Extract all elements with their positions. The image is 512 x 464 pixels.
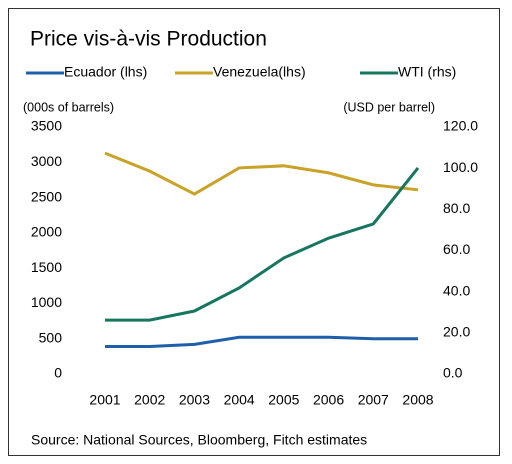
- y-tick-label: 3000: [31, 153, 62, 169]
- x-tick-label: 2002: [134, 392, 165, 408]
- y2-tick-label: 20.0: [443, 324, 470, 340]
- y2-tick-label: 0.0: [443, 365, 463, 381]
- y-tick-label: 500: [39, 329, 63, 345]
- y2-tick-label: 120.0: [443, 118, 478, 134]
- source: Source: National Sources, Bloomberg, Fit…: [31, 432, 367, 448]
- y2-tick-label: 100.0: [443, 159, 478, 175]
- y-tick-label: 3500: [31, 118, 62, 134]
- y-tick-label: 2500: [31, 188, 62, 204]
- y-axis-label: (000s of barrels): [23, 100, 114, 114]
- y2-tick-label: 80.0: [443, 200, 470, 216]
- y2-axis-label: (USD per barrel): [343, 100, 435, 114]
- y2-tick-label: 60.0: [443, 241, 470, 257]
- series-line: [105, 335, 418, 348]
- y-tick-label: 0: [54, 365, 62, 381]
- chart-title: Price vis-à-vis Production: [30, 28, 267, 51]
- x-tick-label: 2003: [179, 392, 210, 408]
- x-tick-label: 2005: [268, 392, 299, 408]
- x-tick-label: 2008: [402, 392, 433, 408]
- series-line: [104, 151, 419, 196]
- y-tick-label: 2000: [31, 224, 62, 240]
- legend-label: Venezuela(lhs): [213, 64, 306, 80]
- legend-label: WTI (rhs): [398, 64, 456, 80]
- x-tick-label: 2001: [89, 392, 120, 408]
- x-tick-label: 2007: [358, 392, 389, 408]
- frame: [8, 8, 500, 456]
- x-tick-label: 2004: [224, 392, 255, 408]
- x-tick-label: 2006: [313, 392, 344, 408]
- series-line: [105, 167, 420, 322]
- y-tick-label: 1000: [31, 294, 62, 310]
- y-tick-label: 1500: [31, 259, 62, 275]
- y2-tick-label: 40.0: [443, 282, 470, 298]
- legend-label: Ecuador (lhs): [64, 64, 147, 80]
